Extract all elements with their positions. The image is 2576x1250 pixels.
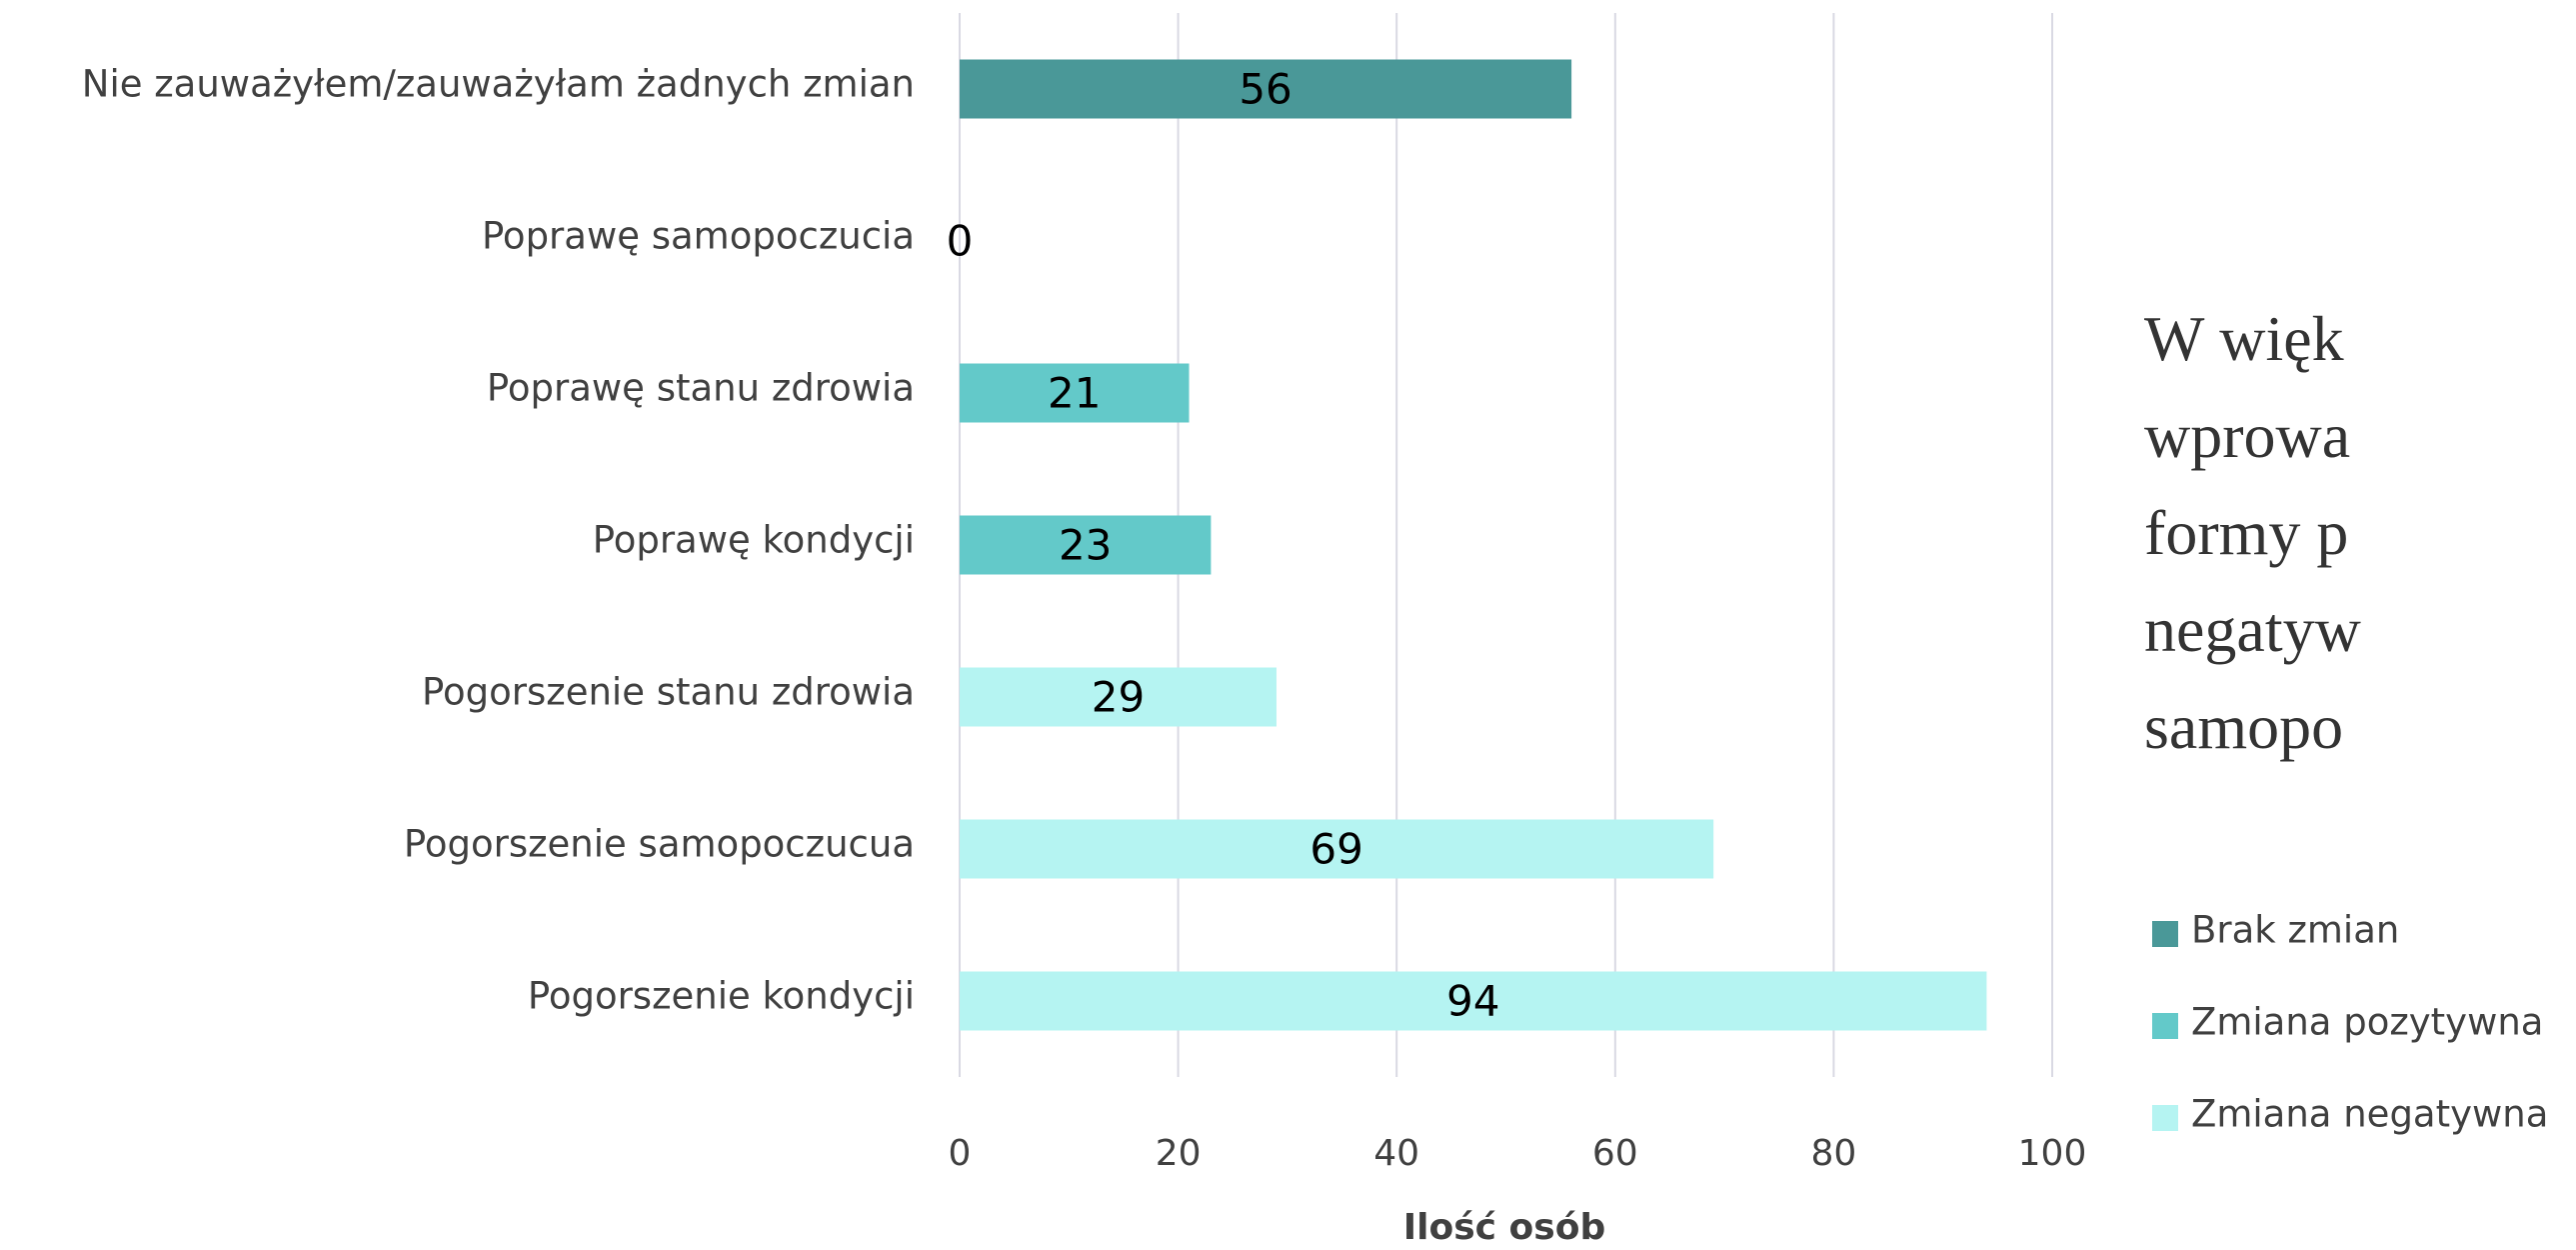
side-text-line: wprowa <box>2144 400 2351 471</box>
data-label: 23 <box>1059 521 1112 570</box>
x-tick-label: 60 <box>1592 1133 1638 1174</box>
bar <box>960 363 1190 423</box>
data-label: 29 <box>1092 673 1145 722</box>
data-label: 69 <box>1309 825 1362 874</box>
x-tick-label: 20 <box>1156 1133 1202 1174</box>
y-tick-label: Pogorszenie samopoczucua <box>404 823 915 866</box>
data-label: 94 <box>1446 977 1499 1026</box>
y-tick-label: Pogorszenie kondycji <box>528 975 915 1018</box>
bar <box>960 59 1572 119</box>
x-tick-label: 0 <box>949 1133 972 1174</box>
legend-swatch <box>2152 1105 2178 1131</box>
x-tick-label: 40 <box>1373 1133 1419 1174</box>
data-label: 0 <box>947 217 974 266</box>
data-label: 21 <box>1048 369 1101 418</box>
legend-swatch <box>2152 1013 2178 1039</box>
side-text-line: formy p <box>2144 497 2349 568</box>
bar <box>960 515 1212 575</box>
data-label: 56 <box>1239 65 1291 114</box>
x-axis-title: Ilość osób <box>1403 1207 1605 1248</box>
side-text-line: negatyw <box>2144 594 2361 665</box>
x-tick-label: 100 <box>2018 1133 2087 1174</box>
y-tick-label: Nie zauważyłem/zauważyłam żadnych zmian <box>82 63 915 106</box>
bar <box>960 819 1714 879</box>
bar <box>960 667 1277 727</box>
side-text: W więk wprowa formy p negatyw samopo <box>2144 290 2576 775</box>
legend-label: Zmiana negatywna <box>2191 1093 2548 1136</box>
y-tick-label: Poprawę samopoczucia <box>482 215 915 258</box>
y-tick-label: Pogorszenie stanu zdrowia <box>422 671 915 714</box>
side-text-line: samopo <box>2144 691 2344 762</box>
y-tick-label: Poprawę stanu zdrowia <box>487 367 915 410</box>
side-text-line: W więk <box>2144 303 2344 374</box>
legend-swatch <box>2152 921 2178 947</box>
bar <box>960 971 1987 1031</box>
legend-label: Zmiana pozytywna <box>2191 1001 2543 1044</box>
x-tick-label: 80 <box>1810 1133 1856 1174</box>
y-tick-label: Poprawę kondycji <box>593 519 915 562</box>
legend-label: Brak zmian <box>2191 909 2399 952</box>
